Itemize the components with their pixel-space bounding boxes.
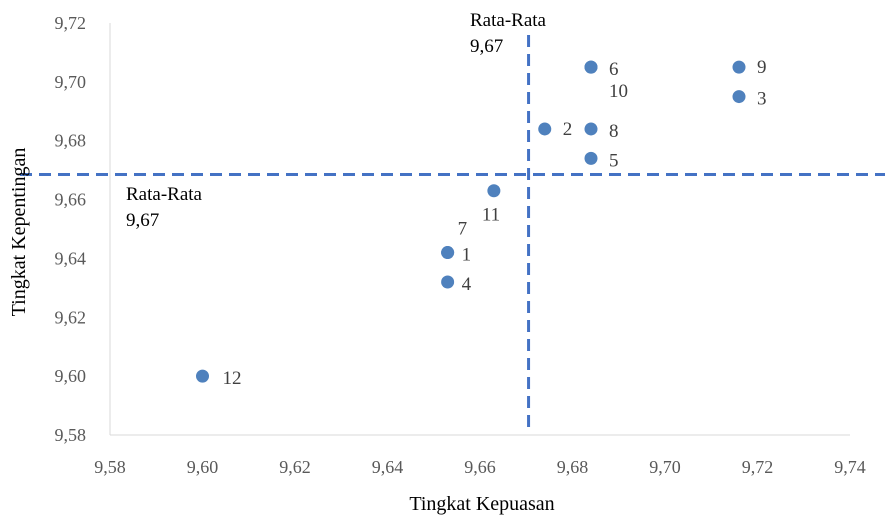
point-label: 4 bbox=[462, 274, 472, 295]
point-label: 7 bbox=[458, 219, 468, 240]
point-label: 10 bbox=[609, 81, 628, 102]
point-label: 3 bbox=[757, 89, 767, 110]
x-tick-labels: 9,58 9,60 9,62 9,64 9,66 9,68 9,70 9,72 9,74 bbox=[94, 457, 866, 477]
x-tick-label: 9,72 bbox=[742, 457, 774, 477]
y-tick-labels: 9,58 9,60 9,62 9,64 9,66 9,68 9,70 9,72 bbox=[55, 13, 87, 445]
horizontal-mean-value: 9,67 bbox=[126, 210, 159, 231]
y-tick-label: 9,72 bbox=[55, 13, 87, 33]
y-tick-label: 9,68 bbox=[55, 131, 87, 151]
x-tick-label: 9,64 bbox=[372, 457, 404, 477]
data-point bbox=[584, 60, 598, 74]
data-point bbox=[584, 151, 598, 165]
horizontal-mean-label: Rata-Rata bbox=[126, 184, 203, 205]
point-label: 12 bbox=[223, 368, 242, 389]
data-point bbox=[487, 184, 501, 198]
y-axis-title: Tingkat Kepentingan bbox=[8, 148, 30, 317]
point-label: 9 bbox=[757, 57, 767, 78]
x-tick-label: 9,66 bbox=[464, 457, 496, 477]
y-tick-label: 9,60 bbox=[55, 366, 87, 386]
data-point bbox=[584, 122, 598, 136]
x-axis-title: Tingkat Kepuasan bbox=[409, 493, 554, 515]
y-tick-label: 9,58 bbox=[55, 425, 87, 445]
x-tick-label: 9,68 bbox=[557, 457, 589, 477]
data-point bbox=[441, 275, 455, 289]
y-tick-label: 9,62 bbox=[55, 307, 87, 327]
point-label: 5 bbox=[609, 150, 619, 171]
x-tick-label: 9,74 bbox=[834, 457, 866, 477]
axes bbox=[109, 23, 850, 436]
point-label: 11 bbox=[482, 205, 500, 226]
x-tick-label: 9,70 bbox=[649, 457, 681, 477]
x-tick-label: 9,60 bbox=[187, 457, 219, 477]
data-point bbox=[538, 122, 552, 136]
x-tick-label: 9,58 bbox=[94, 457, 126, 477]
point-label: 2 bbox=[563, 119, 573, 140]
point-label: 1 bbox=[462, 245, 472, 266]
data-point bbox=[196, 369, 209, 383]
y-tick-label: 9,66 bbox=[55, 190, 87, 210]
vertical-mean-value: 9,67 bbox=[470, 36, 503, 57]
reference-lines bbox=[20, 35, 885, 428]
data-point bbox=[441, 246, 455, 260]
vertical-mean-label: Rata-Rata bbox=[470, 10, 547, 31]
y-tick-label: 9,70 bbox=[55, 72, 87, 92]
point-label: 8 bbox=[609, 121, 619, 142]
point-label: 6 bbox=[609, 59, 619, 80]
x-tick-label: 9,62 bbox=[279, 457, 311, 477]
data-points bbox=[196, 60, 746, 383]
data-point bbox=[732, 90, 746, 104]
y-tick-label: 9,64 bbox=[55, 248, 87, 268]
data-point bbox=[732, 60, 746, 74]
